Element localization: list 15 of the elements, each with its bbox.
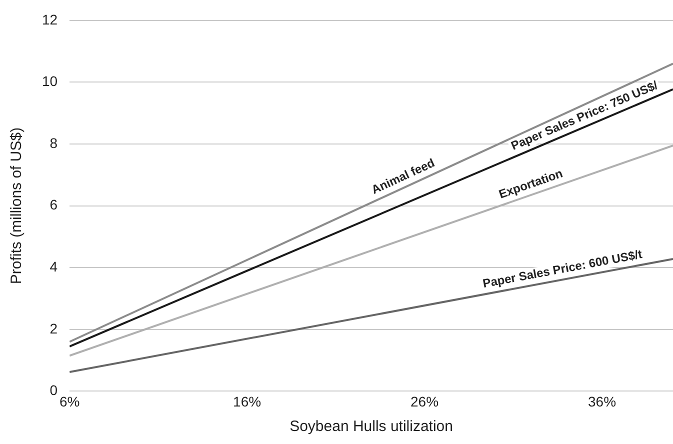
x-tick-label: 16% (233, 393, 262, 410)
y-tick-label: 12 (42, 11, 58, 28)
y-tick-label: 6 (50, 196, 58, 213)
y-axis-title: Profits (millions of US$) (8, 127, 26, 284)
text: Paper Sales Price: 750 US$/ (508, 78, 660, 153)
y-tick-label: 2 (50, 320, 58, 336)
x-tick-label: 36% (588, 393, 616, 410)
x-tick-label: 26% (410, 393, 439, 410)
x-tick-label: 6% (59, 393, 80, 410)
y-tick-label: 10 (42, 73, 58, 90)
x-axis-title: Soybean Hulls utilization (290, 418, 454, 436)
y-tick-label: 0 (50, 382, 58, 398)
y-tick-label: 4 (50, 258, 58, 274)
text: Paper Sales Price: 600 US$/t (482, 247, 644, 291)
y-tick-label: 8 (50, 134, 58, 151)
